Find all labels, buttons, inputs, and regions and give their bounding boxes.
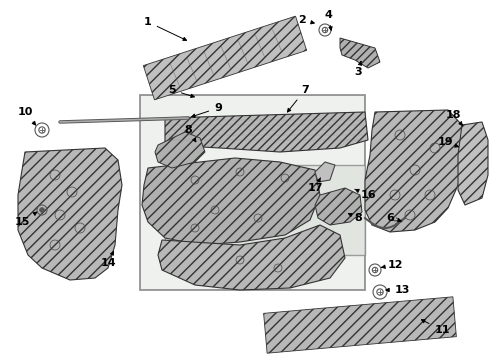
Text: 16: 16 <box>355 189 376 200</box>
Text: 17: 17 <box>307 178 323 193</box>
Bar <box>144 16 307 100</box>
Text: 7: 7 <box>288 85 309 112</box>
Text: 11: 11 <box>421 320 450 335</box>
Text: 10: 10 <box>17 107 36 125</box>
Text: 15: 15 <box>14 212 37 227</box>
Bar <box>140 95 365 290</box>
Polygon shape <box>458 122 488 205</box>
Text: 8: 8 <box>348 213 362 223</box>
Text: 18: 18 <box>445 110 463 125</box>
Text: 2: 2 <box>298 15 314 25</box>
Text: 8: 8 <box>184 125 196 142</box>
Polygon shape <box>365 110 465 232</box>
Circle shape <box>40 207 45 212</box>
Polygon shape <box>155 132 205 168</box>
Text: 3: 3 <box>354 61 362 77</box>
Polygon shape <box>340 38 380 68</box>
Polygon shape <box>315 162 335 182</box>
Polygon shape <box>315 188 362 225</box>
Text: 5: 5 <box>168 85 195 98</box>
Polygon shape <box>18 148 122 280</box>
Bar <box>264 297 456 353</box>
Polygon shape <box>158 225 345 290</box>
Polygon shape <box>165 112 368 152</box>
Text: 1: 1 <box>144 17 187 40</box>
Text: 6: 6 <box>386 213 401 223</box>
Text: 12: 12 <box>382 260 403 270</box>
Polygon shape <box>142 158 320 245</box>
Text: 14: 14 <box>100 252 116 268</box>
Text: 9: 9 <box>192 103 222 117</box>
Text: 4: 4 <box>324 10 332 30</box>
Text: 13: 13 <box>386 285 410 295</box>
Bar <box>165 165 365 255</box>
Text: 19: 19 <box>437 137 459 147</box>
